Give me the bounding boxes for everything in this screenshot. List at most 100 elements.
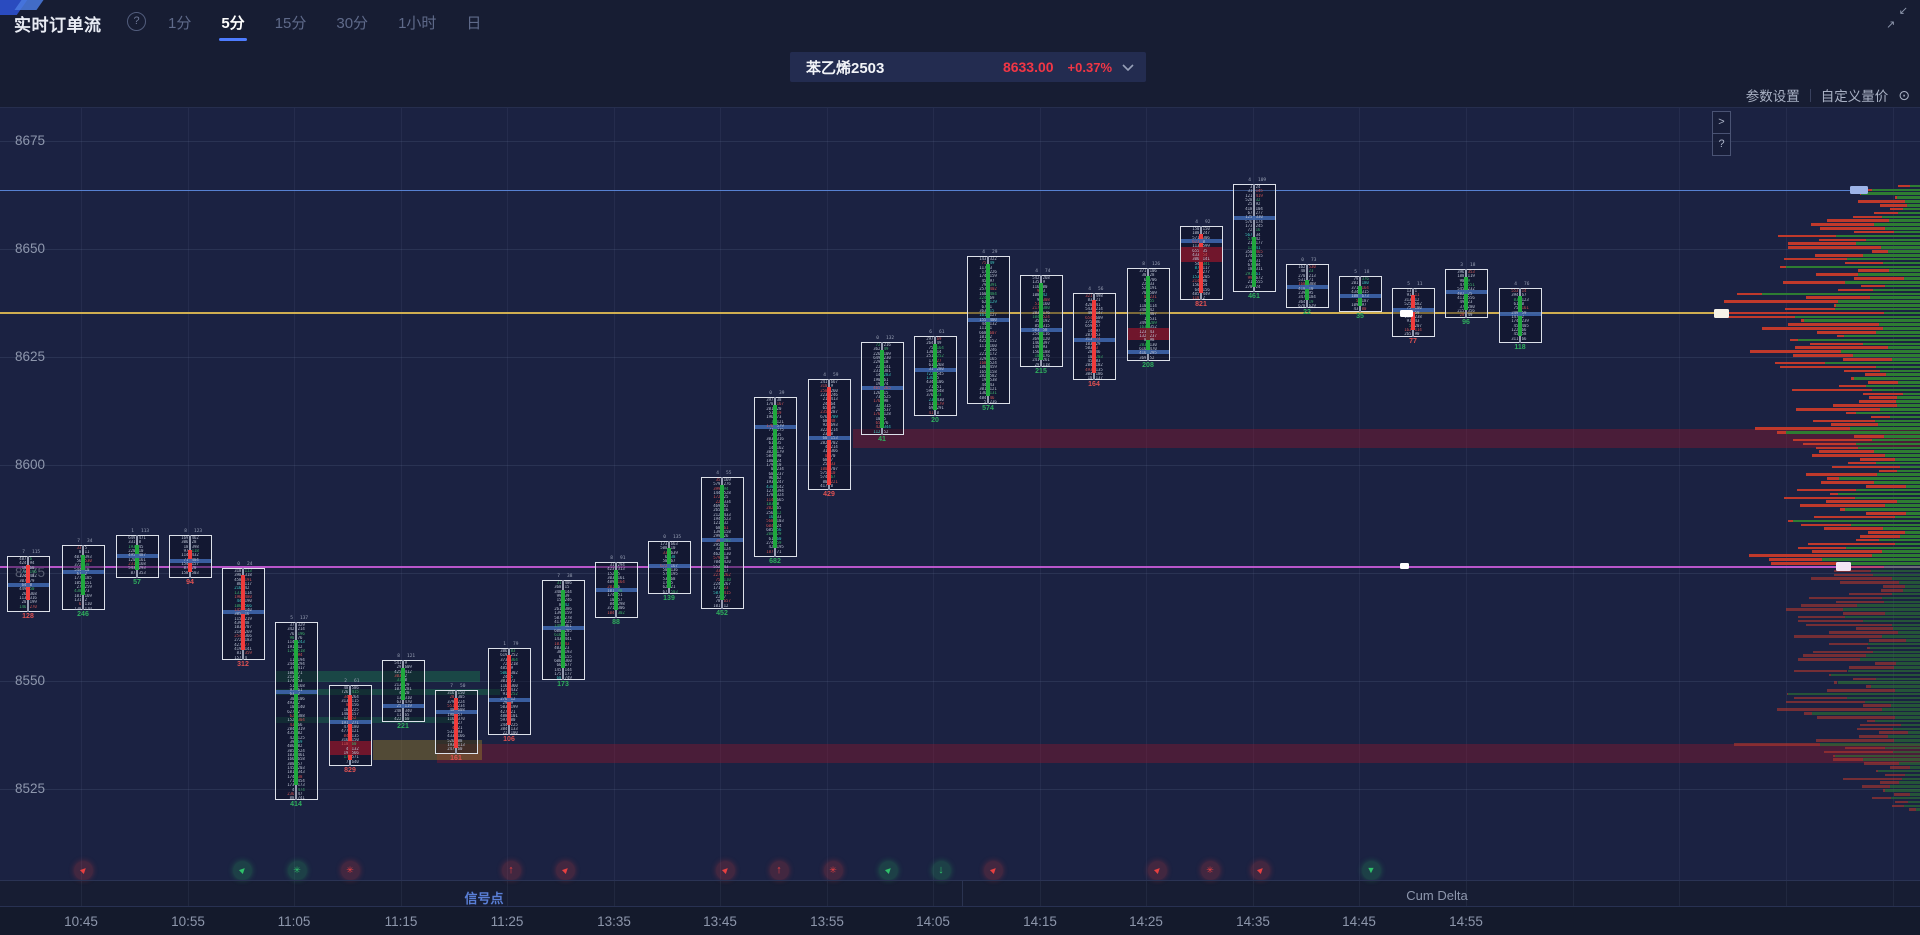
candle-top-count: 7	[77, 539, 80, 544]
timeframe-tab-1分[interactable]: 1分	[168, 14, 192, 32]
target-icon[interactable]: ⊙	[1898, 86, 1910, 103]
bid-volume: 575	[820, 470, 828, 475]
bid-volume: 30	[289, 696, 295, 701]
ask-volume: 79	[29, 578, 35, 583]
signal-marker-green-nib[interactable]: ▲	[232, 861, 252, 880]
bid-volume: 44	[981, 321, 987, 326]
signal-marker-red-nib[interactable]: ▲	[715, 861, 735, 880]
ask-volume: 199	[29, 600, 37, 605]
ask-volume: 341	[1202, 261, 1210, 266]
footprint-cell-noise: 503 3	[1075, 346, 1114, 350]
cum-delta-bar-buy	[1898, 762, 1920, 765]
footprint-candle: 0 39 397 38 170 167 201 20 51 19 196 73 1 121 176 579 77…	[753, 389, 797, 569]
cum-delta-bar-sell	[1798, 658, 1860, 661]
ask-volume: 356	[1467, 308, 1475, 313]
timeframe-tab-日[interactable]: 日	[466, 14, 482, 32]
bid-volume: 275	[1085, 319, 1093, 324]
ask-volume: 23	[723, 586, 729, 591]
signal-marker-red-nib[interactable]: ▲	[555, 861, 575, 880]
custom-volume-price-button[interactable]: 自定义量价	[1820, 89, 1889, 104]
bid-volume: 4	[399, 691, 402, 696]
footprint-cell-noise: 108 42	[1022, 293, 1061, 297]
poc-row	[1499, 311, 1541, 317]
expand-panel-button[interactable]: >	[1712, 111, 1731, 134]
candle-body	[1199, 234, 1203, 293]
signal-marker-green-burst[interactable]: ✳	[287, 861, 307, 880]
signal-marker-red-up[interactable]: ↑	[501, 861, 521, 880]
candle-delta-label: 96	[1462, 319, 1470, 326]
bid-volume: 42	[875, 425, 881, 430]
cum-delta-bar-buy	[1847, 257, 1920, 261]
footprint-cell-noise: 469 65	[703, 504, 742, 508]
ask-volume: 106	[936, 380, 944, 385]
ask-volume: 23	[1467, 300, 1473, 305]
bid-volume: 68	[822, 457, 828, 462]
time-gridline	[1786, 107, 1787, 906]
ask-volume: 556	[1467, 295, 1475, 300]
signal-marker-green-down[interactable]: ↓	[931, 861, 951, 880]
timeframe-tab-15分[interactable]: 15分	[274, 14, 307, 32]
cum-delta-bar-buy	[1836, 304, 1920, 307]
footprint-cell-noise: 265 90	[1394, 332, 1433, 336]
timeframe-tab-5分[interactable]: 5分	[219, 2, 248, 43]
footprint-cell-noise: 384 133	[490, 727, 529, 731]
footprint-cell-noise: 113 599	[1182, 244, 1221, 248]
ask-volume: 73	[776, 415, 782, 420]
signal-marker-red-nib[interactable]: ▲	[73, 861, 93, 880]
settings-button[interactable]: 参数设置	[1745, 89, 1800, 104]
footprint-cell-noise: 416 295	[1129, 351, 1168, 355]
toolbar-separator	[0, 107, 1920, 108]
imbalance-zone	[329, 741, 371, 755]
ask-volume: 46	[1095, 350, 1101, 355]
cum-delta-bar-sell	[1789, 338, 1799, 342]
ask-volume: 119	[1467, 274, 1475, 279]
cum-delta-bar-buy	[1897, 500, 1920, 503]
cum-delta-bar-sell	[1794, 669, 1848, 673]
candle-delta-label: 682	[769, 558, 781, 565]
cum-delta-bar-buy	[1871, 569, 1920, 573]
bid-volume: 342	[287, 627, 295, 632]
instrument-selector[interactable]: 苯乙烯2503 8633.00 +0.37%	[790, 52, 1146, 82]
bid-volume: 172	[713, 495, 721, 500]
signal-marker-red-burst[interactable]: ✳	[340, 861, 360, 880]
footprint-cell-noise: 6 38	[650, 555, 689, 559]
footprint-cell-noise: 418 104	[1235, 207, 1274, 211]
signal-marker-green-tri[interactable]: ▼	[1361, 861, 1381, 880]
bid-volume: 35	[715, 478, 721, 482]
signal-marker-red-nib[interactable]: ▲	[983, 861, 1003, 880]
cum-delta-bar-sell	[1805, 473, 1878, 477]
signal-marker-green-nib[interactable]: ▲	[878, 861, 898, 880]
panel-help-button[interactable]: ?	[1712, 133, 1731, 156]
timeframe-tab-30分[interactable]: 30分	[336, 14, 369, 32]
signal-marker-red-up[interactable]: ↑	[769, 861, 789, 880]
collapse-icon[interactable]: ↙ ↗	[1886, 6, 1908, 31]
ask-volume: 33	[1149, 281, 1155, 286]
signal-marker-red-burst[interactable]: ✳	[1200, 861, 1220, 880]
cum-delta-bar-sell	[1800, 319, 1804, 323]
footprint-cell-noise: 150 150	[1182, 227, 1221, 231]
help-icon[interactable]: ?	[127, 12, 146, 31]
candle-delta-label: 88	[612, 619, 620, 626]
bid-volume: 156	[1192, 283, 1200, 288]
footprint-cell-noise: 51 160	[1022, 302, 1061, 306]
bid-volume: 43	[1353, 307, 1359, 312]
signal-marker-red-burst[interactable]: ✳	[823, 861, 843, 880]
signal-marker-red-nib[interactable]: ▲	[1147, 861, 1167, 880]
footprint-cell-noise: 194 523	[703, 517, 742, 521]
time-gridline	[1040, 107, 1041, 906]
footprint-candle: 4 29 143 322 75 49 117 3 17 226 174 159 45 97 79 391 257…	[966, 248, 1010, 416]
timeframe-tab-1小时[interactable]: 1小时	[398, 14, 437, 32]
ask-volume: 243	[297, 640, 305, 645]
footprint-cell-noise: 649 230	[863, 356, 902, 360]
bid-volume: 79	[981, 282, 987, 287]
ask-volume: 413	[830, 397, 838, 402]
bid-volume: 132	[1139, 333, 1147, 338]
footprint-cell-noise: 373 364	[490, 658, 529, 662]
ask-volume: 402	[989, 287, 997, 292]
signal-marker-red-nib[interactable]: ▲	[1250, 861, 1270, 880]
price-gridline	[0, 249, 1920, 250]
bid-volume: 87	[1194, 265, 1200, 270]
